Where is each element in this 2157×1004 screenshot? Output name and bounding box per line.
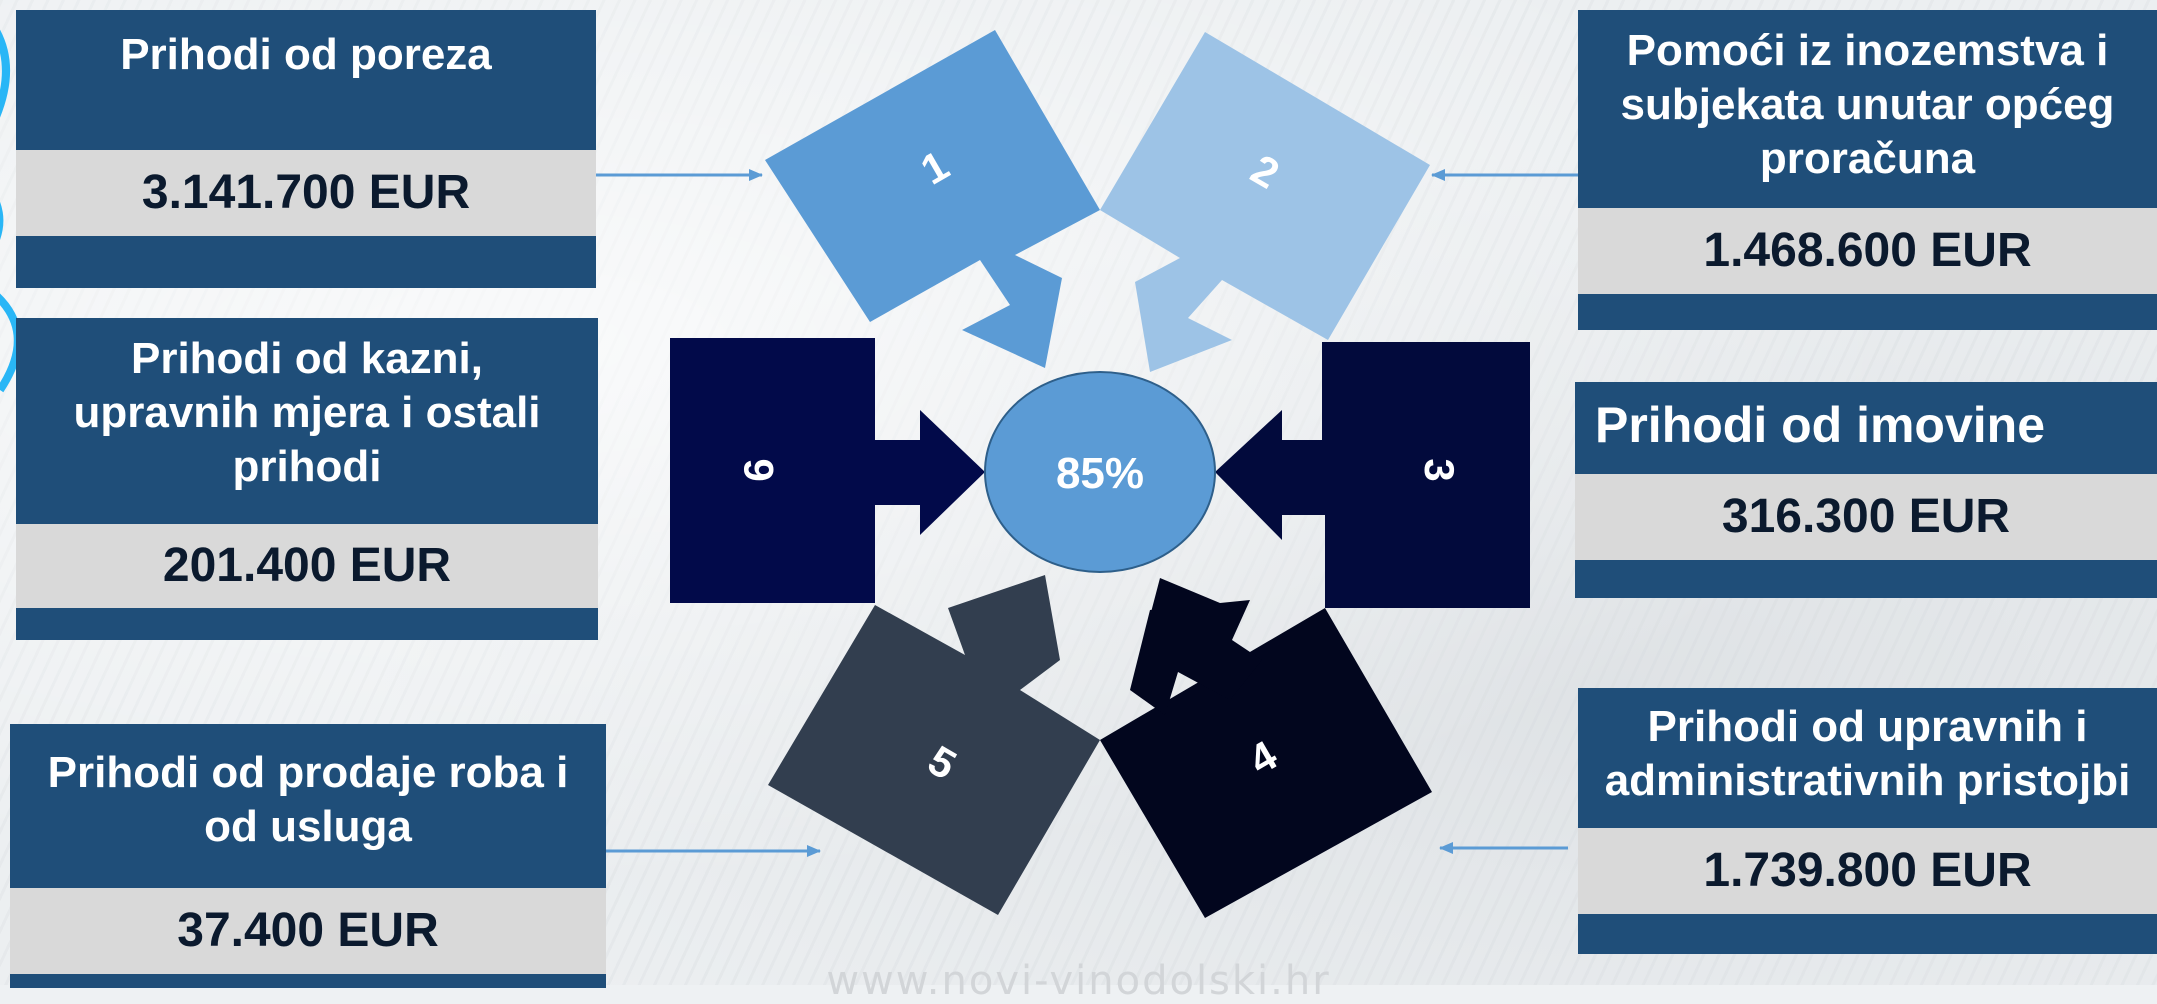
piece-shape <box>1100 578 1432 918</box>
card-footer <box>16 236 596 288</box>
card-title-line: Prihodi od poreza <box>120 30 492 79</box>
card-imovina: Prihodi od imovine 316.300 EUR <box>1575 382 2157 598</box>
puzzle-piece-2: 2 <box>1100 32 1430 372</box>
card-title-line: subjekata unutar općeg <box>1620 80 2115 129</box>
piece-tab <box>1130 600 1262 715</box>
watermark: www.novi-vinodolski.hr <box>826 958 1331 1004</box>
card-prodaja: Prihodi od prodaje roba i od usluga 37.4… <box>10 724 606 988</box>
card-title-line: Prihodi od imovine <box>1595 397 2046 453</box>
card-footer <box>1575 560 2157 598</box>
center-circle: 85% <box>984 371 1216 573</box>
card-title-line: administrativnih pristojbi <box>1604 756 2131 805</box>
card-title-line: proračuna <box>1759 134 1976 183</box>
card-title-line: Prihodi od kazni, <box>130 334 484 383</box>
card-title: Prihodi od prodaje roba i od usluga <box>10 724 606 888</box>
center-percentage: 85% <box>1056 449 1144 498</box>
puzzle-piece-5: 5 <box>768 575 1100 915</box>
piece-number: 6 <box>735 458 782 481</box>
card-title: Pomoći iz inozemstva i subjekata unutar … <box>1578 10 2157 208</box>
card-title: Prihodi od imovine <box>1575 382 2157 474</box>
card-footer <box>1578 914 2157 954</box>
piece-shape <box>1215 342 1530 608</box>
card-title-line: od usluga <box>204 802 412 851</box>
puzzle-piece-3: 3 <box>1215 342 1530 608</box>
card-title: Prihodi od poreza <box>16 10 596 150</box>
card-title: Prihodi od kazni, upravnih mjera i ostal… <box>16 318 598 524</box>
card-title-line: Pomoći iz inozemstva i <box>1626 26 2109 75</box>
piece-shape <box>768 575 1100 915</box>
card-value: 201.400 EUR <box>16 524 598 608</box>
card-pomoci: Pomoći iz inozemstva i subjekata unutar … <box>1578 10 2157 330</box>
card-kazne: Prihodi od kazni, upravnih mjera i ostal… <box>16 318 598 640</box>
puzzle-piece-6: 6 <box>670 338 985 603</box>
card-value: 3.141.700 EUR <box>16 150 596 236</box>
piece-shape <box>1100 32 1430 372</box>
card-pristojbe: Prihodi od upravnih i administrativnih p… <box>1578 688 2157 954</box>
card-title: Prihodi od upravnih i administrativnih p… <box>1578 688 2157 828</box>
card-title-line: Prihodi od prodaje roba i <box>47 748 569 797</box>
card-title-line: Prihodi od upravnih i <box>1647 702 2088 751</box>
card-value: 1.739.800 EUR <box>1578 828 2157 914</box>
puzzle-piece-1: 1 <box>765 30 1100 368</box>
card-porez: Prihodi od poreza 3.141.700 EUR <box>16 10 596 288</box>
puzzle-piece-4: 4 <box>1100 578 1432 918</box>
piece-number: 3 <box>1416 458 1463 481</box>
card-footer <box>1578 294 2157 330</box>
card-title-line: upravnih mjera i ostali <box>73 388 541 437</box>
card-footer <box>16 608 598 640</box>
card-value: 37.400 EUR <box>10 888 606 974</box>
card-title-line: prihodi <box>232 442 382 491</box>
card-value: 1.468.600 EUR <box>1578 208 2157 294</box>
card-value: 316.300 EUR <box>1575 474 2157 560</box>
piece-shape <box>670 338 985 603</box>
piece-shape <box>765 30 1100 368</box>
